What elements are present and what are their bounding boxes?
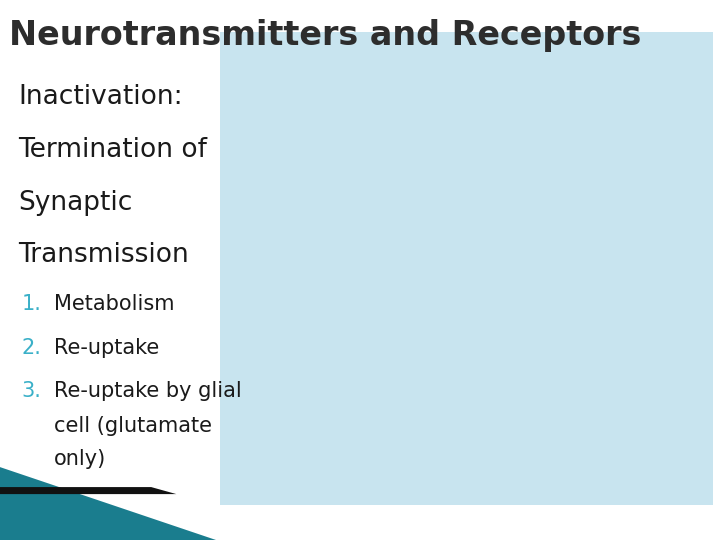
Text: Re‑uptake by glial: Re‑uptake by glial: [54, 381, 242, 401]
Text: Inactivation:: Inactivation:: [18, 84, 183, 110]
Polygon shape: [0, 467, 216, 540]
Polygon shape: [0, 487, 176, 494]
Text: Metabolism: Metabolism: [54, 294, 174, 314]
Text: 1.: 1.: [22, 294, 42, 314]
Text: Transmission: Transmission: [18, 242, 189, 268]
Bar: [220, 32, 713, 505]
Text: only): only): [54, 449, 107, 469]
Text: 2.: 2.: [22, 338, 42, 357]
Text: Neurotransmitters and Receptors: Neurotransmitters and Receptors: [9, 19, 641, 52]
Text: cell (glutamate: cell (glutamate: [54, 416, 212, 436]
Text: Re-uptake: Re-uptake: [54, 338, 159, 357]
Text: 3.: 3.: [22, 381, 42, 401]
Text: Synaptic: Synaptic: [18, 190, 132, 215]
Text: Termination of: Termination of: [18, 137, 207, 163]
